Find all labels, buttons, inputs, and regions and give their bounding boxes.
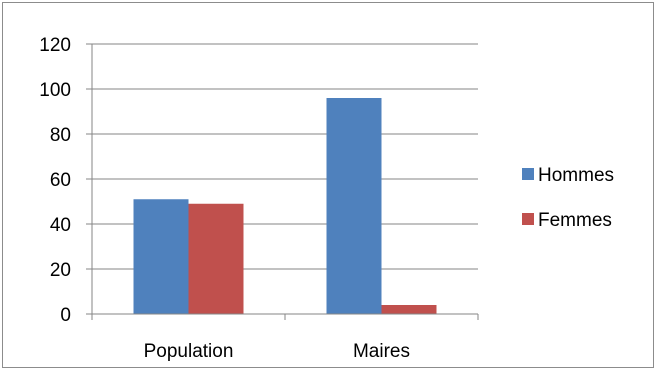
legend-swatch-femmes <box>522 213 534 225</box>
x-tick-labels: Population Maires <box>144 341 410 362</box>
legend-swatch-hommes <box>522 168 534 180</box>
y-tick-label: 40 <box>50 215 71 236</box>
bar-femmes-population <box>188 203 244 314</box>
bar-hommes-population <box>133 199 189 314</box>
y-tick-label: 60 <box>50 170 71 191</box>
y-tick-labels: 0 20 40 60 80 100 120 <box>39 35 71 326</box>
x-tick-label: Maires <box>353 341 410 362</box>
y-tick-label: 80 <box>50 125 71 146</box>
bars <box>133 98 437 314</box>
x-tick-label: Population <box>144 341 234 362</box>
legend-label-hommes: Hommes <box>538 165 614 186</box>
bar-femmes-maires <box>381 305 437 314</box>
y-tick-label: 20 <box>50 260 71 281</box>
axes <box>86 43 479 320</box>
legend: Hommes Femmes <box>522 165 614 231</box>
y-tick-label: 100 <box>39 80 71 101</box>
bar-hommes-maires <box>326 98 382 314</box>
y-tick-label: 120 <box>39 35 71 56</box>
legend-label-femmes: Femmes <box>538 210 612 231</box>
y-tick-label: 0 <box>60 305 71 326</box>
